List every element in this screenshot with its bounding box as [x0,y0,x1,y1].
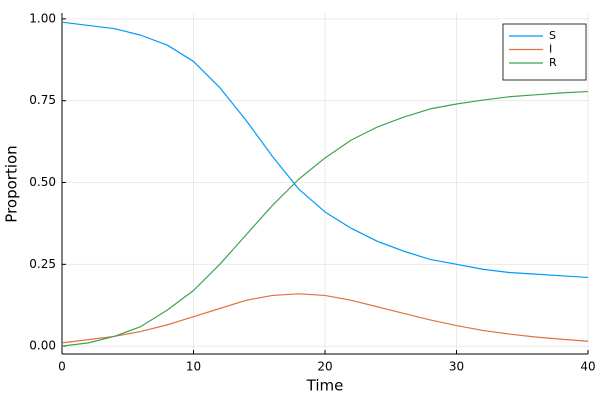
x-tick-label: 20 [317,360,332,374]
x-tick-label: 40 [580,360,595,374]
y-tick-label: 0.00 [29,339,56,353]
y-tick-label: 0.25 [29,257,56,271]
series-line [61,90,589,347]
y-tick-label: 0.50 [29,175,56,189]
series-line [61,293,589,344]
x-tick-label: 30 [449,360,464,374]
legend-box [502,23,587,81]
legend-label: I [549,43,552,56]
legend-label: S [549,29,556,42]
series-line [61,21,589,279]
y-tick-label: 1.00 [29,11,56,25]
y-tick-label: 0.75 [29,93,56,107]
x-axis-title: Time [306,377,344,395]
legend-label: R [549,56,557,69]
x-tick-label: 0 [58,360,66,374]
x-tick-label: 10 [186,360,201,374]
y-axis-title: Proportion [3,145,21,222]
